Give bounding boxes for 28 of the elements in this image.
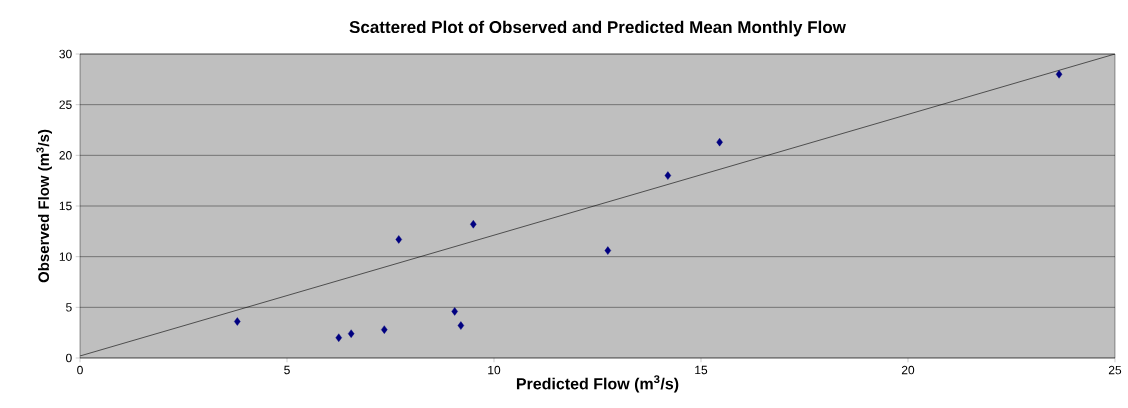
y-tick-label: 15 <box>59 201 72 211</box>
y-tick-label: 30 <box>59 49 72 59</box>
x-tick-label: 5 <box>284 365 290 375</box>
point <box>664 171 672 180</box>
point <box>457 321 465 330</box>
point <box>234 317 241 326</box>
point <box>347 329 355 338</box>
point <box>395 235 402 244</box>
point <box>335 333 342 342</box>
x-tick-label: 15 <box>695 365 708 375</box>
point <box>604 246 612 255</box>
y-axis-title: Observed Flow (m$^{3}$/s) <box>36 129 52 283</box>
x-tick-label: 20 <box>901 365 915 375</box>
y-tick-label: 0 <box>66 353 72 363</box>
x-tick-label: 25 <box>1108 365 1122 375</box>
point <box>1055 70 1063 79</box>
point <box>716 137 723 147</box>
y-tick-label: 25 <box>59 100 72 109</box>
x-tick-label: 0 <box>77 365 83 375</box>
point <box>381 325 388 334</box>
y-tick-label: 5 <box>66 303 72 312</box>
y-tick-label: 20 <box>59 151 72 160</box>
point <box>470 220 477 229</box>
point <box>451 307 458 316</box>
chart-title: Scattered Plot of Observed and Predicted Mean Monthly Flow <box>349 20 846 37</box>
y-tick-label: 10 <box>59 252 72 261</box>
x-axis-title: Predicted Flow (m$^{3}$/s) <box>516 375 679 393</box>
x-tick-label: 10 <box>488 365 501 375</box>
